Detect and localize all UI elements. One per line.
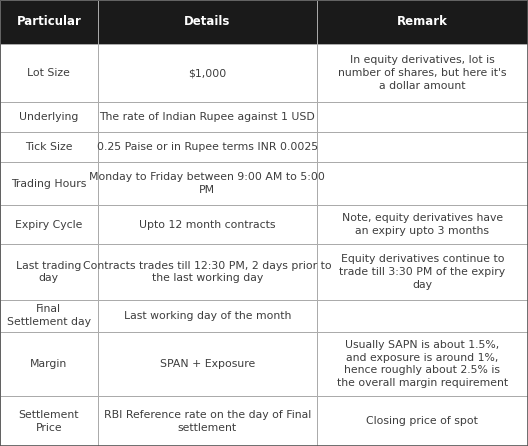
Bar (0, 44, 98, 103)
Bar (0, 103, 98, 132)
Bar (317, 132, 528, 162)
Bar (0, 300, 98, 332)
Bar (98, 205, 317, 244)
Text: Last working day of the month: Last working day of the month (124, 311, 291, 321)
Bar (0, 244, 98, 300)
Text: Equity derivatives continue to
trade till 3:30 PM of the expiry
day: Equity derivatives continue to trade til… (340, 254, 505, 290)
Bar (0, 205, 98, 244)
Text: The rate of Indian Rupee against 1 USD: The rate of Indian Rupee against 1 USD (99, 112, 315, 122)
Text: Expiry Cycle: Expiry Cycle (15, 220, 82, 230)
Bar (98, 0, 317, 44)
Bar (317, 0, 528, 44)
Bar (98, 396, 317, 446)
Text: Tick Size: Tick Size (25, 142, 72, 152)
Bar (0, 162, 98, 205)
Bar (98, 300, 317, 332)
Bar (0, 332, 98, 396)
Text: Particular: Particular (16, 15, 81, 29)
Bar (317, 244, 528, 300)
Bar (317, 396, 528, 446)
Text: Settlement
Price: Settlement Price (18, 410, 79, 433)
Text: Remark: Remark (397, 15, 448, 29)
Text: Note, equity derivatives have
an expiry upto 3 months: Note, equity derivatives have an expiry … (342, 213, 503, 236)
Bar (98, 132, 317, 162)
Text: Details: Details (184, 15, 230, 29)
Text: Underlying: Underlying (19, 112, 79, 122)
Text: Margin: Margin (30, 359, 68, 369)
Text: 0.25 Paise or in Rupee terms INR 0.0025: 0.25 Paise or in Rupee terms INR 0.0025 (97, 142, 318, 152)
Text: RBI Reference rate on the day of Final
settlement: RBI Reference rate on the day of Final s… (103, 410, 311, 433)
Bar (0, 396, 98, 446)
Text: Last trading
day: Last trading day (16, 261, 81, 284)
Text: Monday to Friday between 9:00 AM to 5:00
PM: Monday to Friday between 9:00 AM to 5:00… (89, 173, 325, 195)
Bar (317, 44, 528, 103)
Text: Trading Hours: Trading Hours (11, 179, 87, 189)
Bar (317, 103, 528, 132)
Bar (98, 44, 317, 103)
Text: Closing price of spot: Closing price of spot (366, 416, 478, 426)
Bar (98, 244, 317, 300)
Bar (317, 162, 528, 205)
Text: Final
Settlement day: Final Settlement day (7, 304, 91, 327)
Bar (317, 332, 528, 396)
Bar (98, 103, 317, 132)
Text: Usually SAPN is about 1.5%,
and exposure is around 1%,
hence roughly about 2.5% : Usually SAPN is about 1.5%, and exposure… (337, 340, 508, 388)
Bar (317, 300, 528, 332)
Bar (98, 332, 317, 396)
Text: $1,000: $1,000 (188, 68, 227, 78)
Bar (98, 162, 317, 205)
Bar (0, 132, 98, 162)
Text: Lot Size: Lot Size (27, 68, 70, 78)
Text: SPAN + Exposure: SPAN + Exposure (159, 359, 255, 369)
Text: Upto 12 month contracts: Upto 12 month contracts (139, 220, 276, 230)
Text: Contracts trades till 12:30 PM, 2 days prior to
the last working day: Contracts trades till 12:30 PM, 2 days p… (83, 261, 332, 284)
Text: In equity derivatives, lot is
number of shares, but here it's
a dollar amount: In equity derivatives, lot is number of … (338, 55, 507, 91)
Bar (317, 205, 528, 244)
Bar (0, 0, 98, 44)
